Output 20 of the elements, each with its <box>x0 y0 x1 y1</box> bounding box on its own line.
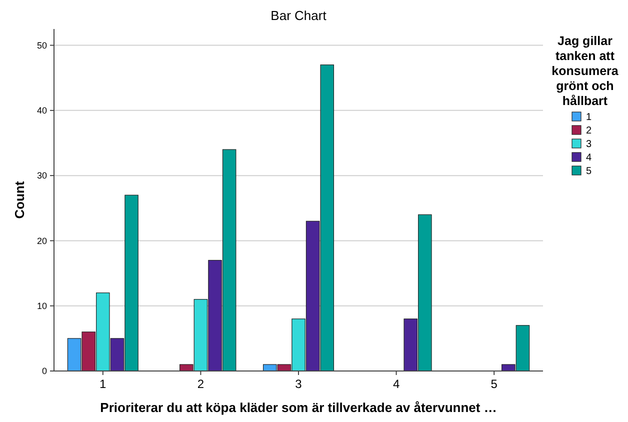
y-tick-label: 10 <box>36 301 47 312</box>
legend-title: Jag gillar tanken att konsumera grönt och hållbart <box>552 34 620 108</box>
chart-title: Bar Chart <box>270 8 327 23</box>
legend-label: 1 <box>586 112 592 123</box>
x-tick-label: 5 <box>490 377 498 391</box>
legend-label: 4 <box>586 152 592 164</box>
legend-label: 2 <box>586 126 592 136</box>
x-tick-label: 2 <box>197 377 204 391</box>
y-tick-label: 40 <box>36 106 47 116</box>
y-tick-label: 20 <box>36 236 47 246</box>
y-tick-label: 50 <box>36 40 47 50</box>
y-tick-label: 0 <box>42 366 47 376</box>
x-tick-label: 4 <box>392 377 400 391</box>
legend-label: 5 <box>586 166 592 177</box>
legend-label: 3 <box>586 139 592 150</box>
x-tick-label: 1 <box>100 377 107 391</box>
x-axis-title: Prioriterar du att köpa kläder som är tillverkade av återvunnet … <box>100 400 497 415</box>
x-tick-label: 3 <box>295 377 302 391</box>
y-axis-title: Count <box>12 180 27 219</box>
y-tick-label: 30 <box>36 170 47 181</box>
